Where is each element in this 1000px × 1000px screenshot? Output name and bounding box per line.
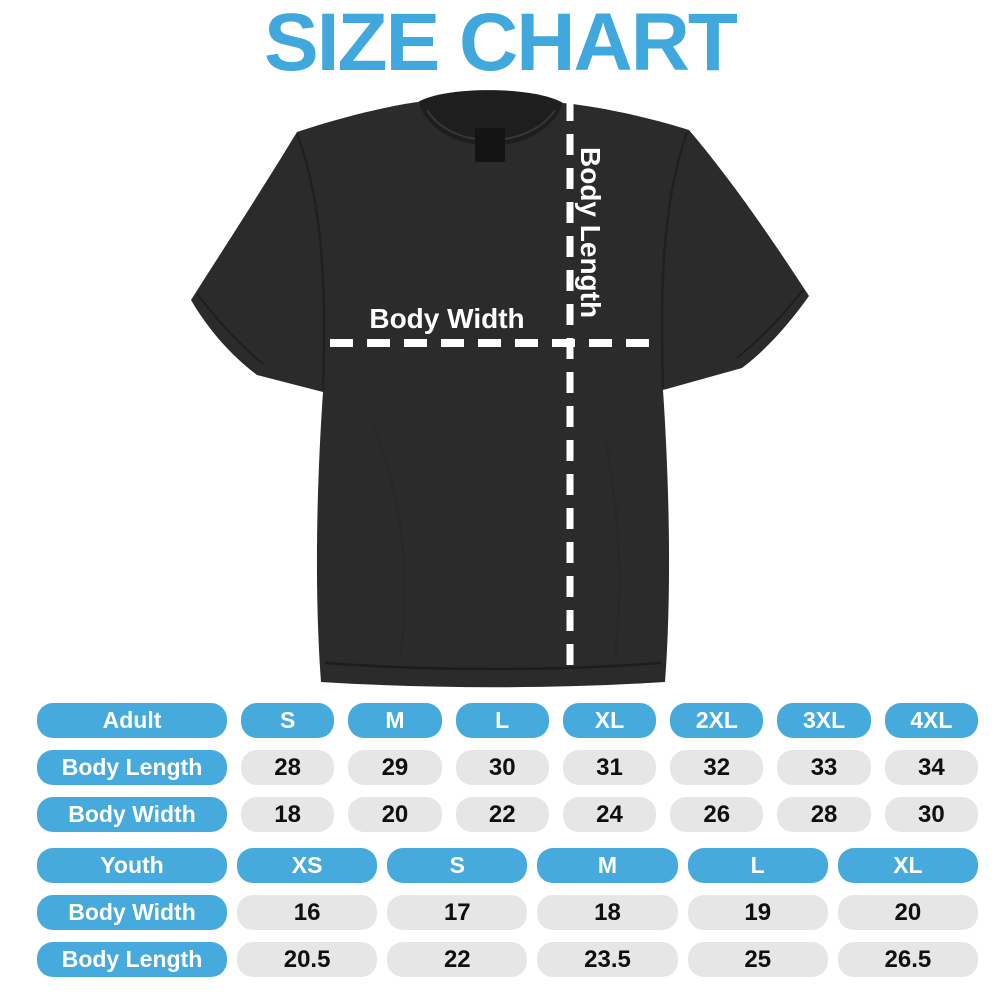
adult-group-cell: Adult: [37, 703, 227, 738]
value-cell: 30: [455, 750, 549, 785]
adult-body-width-row: Body Width 18 20 22 24 26 28 30: [37, 797, 978, 832]
youth-body-width-row: Body Width 16 17 18 19 20: [37, 895, 978, 930]
body-width-label: Body Width: [369, 303, 524, 334]
value-cell: 28: [241, 750, 335, 785]
value-cell: 23.5: [537, 942, 678, 977]
adult-header-row: Adult S M L XL 2XL 3XL 4XL: [37, 703, 978, 738]
tshirt-silhouette: [191, 102, 809, 688]
value-cell: 17: [387, 895, 528, 930]
page-title: SIZE CHART: [264, 0, 738, 88]
bottom-hem-stitch: [324, 661, 662, 671]
youth-group-cell: Youth: [37, 848, 227, 883]
value-cell: 33: [777, 750, 871, 785]
size-header-cell: M: [537, 848, 678, 883]
fabric-fold: [603, 437, 621, 657]
value-cell: 34: [884, 750, 978, 785]
value-cell: 30: [884, 797, 978, 832]
size-header-cell: S: [387, 848, 528, 883]
size-header-cell: XS: [237, 848, 378, 883]
collar-tag: [475, 128, 505, 162]
left-armhole-seam: [295, 133, 326, 391]
tshirt-diagram: Body Width Body Length: [175, 88, 825, 703]
value-cell: 26: [670, 797, 764, 832]
value-cell: 20: [348, 797, 442, 832]
value-cell: 16: [237, 895, 378, 930]
size-header-cell: M: [348, 703, 442, 738]
adult-body-length-row: Body Length 28 29 30 31 32 33 34: [37, 750, 978, 785]
value-cell: 25: [687, 942, 828, 977]
value-cell: 32: [670, 750, 764, 785]
right-sleeve-hem: [736, 289, 804, 359]
size-header-cell: XL: [837, 848, 978, 883]
size-header-cell: XL: [562, 703, 657, 738]
row-label-cell: Body Length: [37, 942, 227, 977]
value-cell: 22: [387, 942, 528, 977]
row-label-cell: Body Length: [37, 750, 227, 785]
value-cell: 31: [562, 750, 657, 785]
value-cell: 19: [687, 895, 828, 930]
tshirt-diagram-svg: Body Width Body Length: [191, 90, 809, 688]
value-cell: 20.5: [237, 942, 378, 977]
value-cell: 20: [837, 895, 978, 930]
right-armhole-seam: [660, 131, 689, 389]
value-cell: 18: [537, 895, 678, 930]
value-cell: 26.5: [837, 942, 978, 977]
value-cell: 29: [348, 750, 442, 785]
size-header-cell: L: [455, 703, 549, 738]
value-cell: 24: [562, 797, 657, 832]
size-header-cell: L: [687, 848, 828, 883]
size-header-cell: 2XL: [670, 703, 764, 738]
size-header-cell: S: [241, 703, 335, 738]
youth-header-row: Youth XS S M L XL: [37, 848, 978, 883]
value-cell: 28: [777, 797, 871, 832]
row-label-cell: Body Width: [37, 797, 227, 832]
adult-size-table: Adult S M L XL 2XL 3XL 4XL Body Length 2…: [37, 703, 978, 844]
row-label-cell: Body Width: [37, 895, 227, 930]
value-cell: 22: [455, 797, 549, 832]
value-cell: 18: [241, 797, 335, 832]
size-header-cell: 4XL: [884, 703, 978, 738]
youth-size-table: Youth XS S M L XL Body Width 16 17 18 19…: [37, 848, 978, 989]
fabric-fold: [373, 427, 407, 659]
left-sleeve-hem: [196, 293, 264, 365]
size-header-cell: 3XL: [777, 703, 871, 738]
youth-body-length-row: Body Length 20.5 22 23.5 25 26.5: [37, 942, 978, 977]
body-length-label: Body Length: [575, 147, 606, 318]
